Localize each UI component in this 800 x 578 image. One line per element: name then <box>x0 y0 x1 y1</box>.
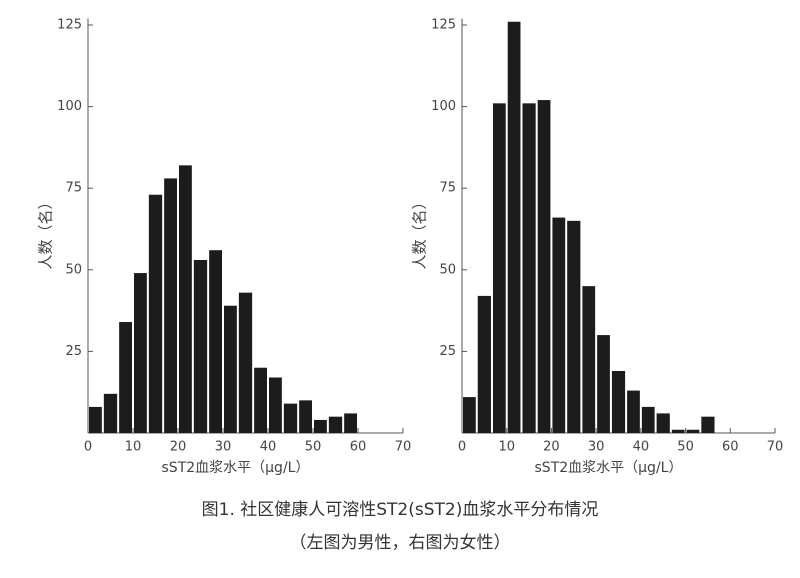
bar <box>344 413 357 433</box>
bar <box>254 367 267 433</box>
x-tick-label: 50 <box>677 440 694 455</box>
bar <box>627 390 640 433</box>
x-tick-label: 70 <box>395 440 412 455</box>
bar <box>328 416 343 433</box>
y-axis-label: 人数（名） <box>411 194 429 269</box>
bar <box>507 21 521 434</box>
y-tick-label: 75 <box>65 181 82 196</box>
bar <box>522 103 536 433</box>
bar <box>656 413 670 433</box>
bar <box>686 429 700 433</box>
bar <box>611 370 626 433</box>
x-tick-label: 20 <box>170 440 187 455</box>
bar <box>179 165 192 434</box>
caption: 图1. 社区健康人可溶性ST2(sST2)血浆水平分布情况 <box>202 500 599 520</box>
bar <box>582 286 596 433</box>
y-tick-label: 125 <box>431 18 456 33</box>
y-tick-label: 50 <box>439 262 456 277</box>
x-tick-label: 10 <box>498 440 515 455</box>
x-tick-label: 20 <box>543 440 560 455</box>
bar <box>701 416 715 433</box>
x-axis-label: sST2血浆水平（μg/L） <box>535 460 683 476</box>
x-axis-label: sST2血浆水平（μg/L） <box>162 460 310 476</box>
y-tick-label: 100 <box>431 99 456 114</box>
y-tick-label: 25 <box>65 344 82 359</box>
bar <box>209 250 222 433</box>
x-tick-label: 50 <box>305 440 322 455</box>
x-tick-label: 0 <box>458 440 466 455</box>
bar <box>164 178 177 433</box>
bar <box>119 322 132 433</box>
bar <box>238 292 253 433</box>
bar <box>597 335 610 433</box>
bar <box>671 429 685 433</box>
bar <box>89 406 102 433</box>
bar <box>299 400 312 433</box>
x-tick-label: 10 <box>125 440 142 455</box>
y-tick-label: 125 <box>57 18 82 33</box>
x-tick-label: 0 <box>84 440 92 455</box>
y-tick-label: 25 <box>439 344 456 359</box>
bar <box>134 273 147 433</box>
x-tick-label: 30 <box>588 440 605 455</box>
x-tick-label: 60 <box>722 440 739 455</box>
bar <box>283 403 298 433</box>
x-tick-label: 40 <box>260 440 277 455</box>
x-tick-label: 40 <box>633 440 650 455</box>
bar <box>224 305 237 433</box>
y-tick-label: 100 <box>57 99 82 114</box>
y-tick-label: 75 <box>439 181 456 196</box>
y-tick-label: 50 <box>65 262 82 277</box>
y-axis-label: 人数（名） <box>37 194 55 269</box>
x-tick-label: 70 <box>767 440 784 455</box>
bar <box>477 295 491 433</box>
bar <box>148 194 163 433</box>
bar <box>463 397 476 433</box>
bar <box>567 220 581 433</box>
bar <box>537 100 551 434</box>
x-tick-label: 60 <box>350 440 367 455</box>
bar <box>103 393 118 433</box>
bar <box>552 217 566 433</box>
bar <box>641 406 655 433</box>
bar <box>314 419 327 433</box>
x-tick-label: 30 <box>215 440 232 455</box>
caption: （左图为男性，右图为女性） <box>290 533 511 553</box>
bar <box>193 260 208 433</box>
bar <box>269 377 282 433</box>
bar <box>492 103 506 433</box>
